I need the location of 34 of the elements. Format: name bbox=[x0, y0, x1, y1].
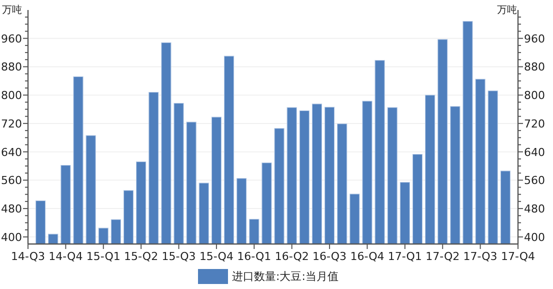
y2-tick-label: 720 bbox=[524, 117, 545, 130]
y2-tick-label: 560 bbox=[524, 174, 545, 188]
y-tick-label: 640 bbox=[1, 146, 22, 159]
y2-tick-label: 480 bbox=[524, 202, 545, 216]
y-tick-label: 560 bbox=[1, 174, 22, 188]
y-tick-label: 400 bbox=[1, 230, 22, 244]
y2-tick-label: 800 bbox=[524, 89, 545, 102]
y2-tick-label: 400 bbox=[524, 230, 545, 244]
y-tick-label: 480 bbox=[1, 202, 22, 216]
x-tick-label: 14-Q3 bbox=[10, 250, 46, 263]
x-tick-label: 16-Q4 bbox=[350, 250, 384, 263]
y-tick-label: 880 bbox=[1, 60, 22, 74]
x-tick-label: 15-Q3 bbox=[162, 250, 196, 263]
x-tick-label: 17-Q3 bbox=[463, 250, 498, 263]
legend-label: 进口数量:大豆:当月值 bbox=[232, 270, 338, 283]
y2-tick-label: 880 bbox=[524, 60, 545, 74]
x-tick-label: 15-Q1 bbox=[86, 250, 120, 263]
y-tick-label: 800 bbox=[1, 89, 22, 102]
y-tick-label: 960 bbox=[1, 32, 22, 46]
x-tick-label: 15-Q4 bbox=[199, 250, 234, 263]
y-axis-title: 万吨 bbox=[2, 4, 22, 16]
x-tick-label: 16-Q3 bbox=[312, 250, 347, 263]
y2-axis-title: 万吨 bbox=[497, 4, 517, 16]
x-tick-label: 14-Q4 bbox=[48, 250, 83, 263]
x-tick-label: 16-Q2 bbox=[274, 250, 309, 263]
legend: 进口数量:大豆:当月值 bbox=[198, 269, 338, 284]
x-tick-label: 17-Q1 bbox=[388, 250, 422, 263]
y-tick-label: 720 bbox=[1, 117, 22, 130]
x-tick-label: 16-Q1 bbox=[237, 250, 272, 263]
y2-tick-label: 640 bbox=[524, 146, 545, 159]
x-tick-label: 17-Q4 bbox=[500, 250, 536, 263]
y2-tick-label: 960 bbox=[524, 32, 545, 46]
x-tick-label: 17-Q2 bbox=[426, 250, 460, 263]
x-tick-label: 15-Q2 bbox=[124, 250, 158, 263]
